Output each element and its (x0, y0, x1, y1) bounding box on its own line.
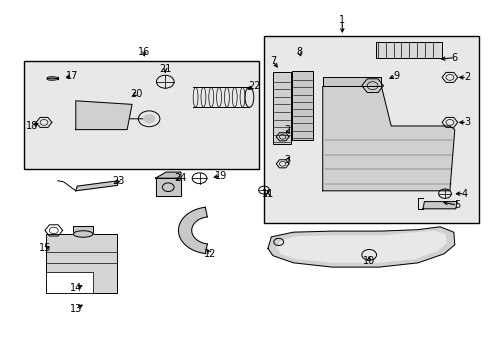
Bar (375, 42, 441, 58)
Text: 21: 21 (159, 64, 171, 74)
Text: 8: 8 (296, 47, 302, 57)
Text: 20: 20 (129, 89, 142, 99)
Text: 23: 23 (112, 176, 124, 186)
Polygon shape (267, 227, 454, 267)
Text: 6: 6 (451, 53, 457, 63)
Text: 22: 22 (247, 81, 260, 91)
Polygon shape (277, 231, 445, 262)
Bar (322, 77, 381, 86)
Text: 14: 14 (69, 283, 82, 293)
Text: 4: 4 (461, 189, 467, 199)
Text: 11: 11 (261, 189, 274, 199)
Ellipse shape (73, 231, 93, 237)
Polygon shape (155, 178, 181, 196)
Text: 3: 3 (463, 117, 469, 127)
Bar (264, 36, 478, 223)
Text: 12: 12 (203, 249, 216, 259)
Text: 2: 2 (284, 125, 290, 135)
Polygon shape (322, 86, 454, 191)
Text: 15: 15 (39, 243, 51, 253)
Polygon shape (155, 172, 181, 178)
Text: 7: 7 (269, 56, 275, 66)
Bar (46, 234, 117, 293)
Polygon shape (422, 202, 456, 209)
Bar (272, 72, 291, 144)
Bar (24, 61, 259, 169)
Text: 9: 9 (392, 71, 398, 81)
Bar (46, 272, 93, 293)
Polygon shape (76, 181, 118, 191)
Text: 3: 3 (284, 155, 290, 165)
Bar (73, 226, 93, 234)
Text: 19: 19 (214, 171, 227, 181)
Bar (292, 71, 312, 140)
Polygon shape (76, 101, 132, 130)
Circle shape (143, 114, 155, 123)
Polygon shape (178, 207, 207, 253)
Text: 5: 5 (453, 200, 459, 210)
Text: 1: 1 (339, 15, 345, 25)
Text: 16: 16 (138, 47, 150, 57)
Text: 13: 13 (69, 304, 82, 314)
Text: 24: 24 (173, 173, 186, 183)
Text: 2: 2 (463, 72, 469, 82)
Text: 17: 17 (66, 71, 79, 81)
Text: 18: 18 (25, 121, 38, 131)
Text: 10: 10 (362, 256, 375, 266)
